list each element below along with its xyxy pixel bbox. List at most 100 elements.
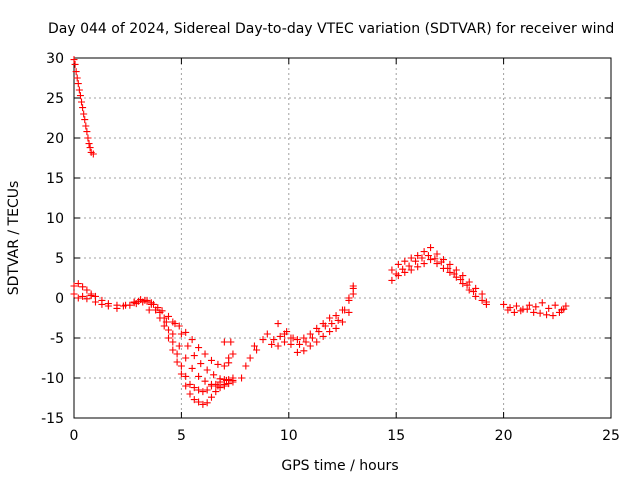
data-point — [388, 276, 396, 284]
y-tick-label: 30 — [46, 51, 64, 67]
grid — [74, 58, 611, 418]
data-point — [199, 400, 207, 408]
data-point — [431, 255, 439, 263]
data-point — [276, 332, 284, 340]
data-point — [195, 372, 203, 380]
data-point — [72, 68, 80, 76]
data-point — [177, 370, 185, 378]
x-tick-label: 15 — [387, 428, 405, 444]
data-point — [229, 374, 237, 382]
data-point — [199, 388, 207, 396]
x-axis-label: GPS time / hours — [281, 458, 398, 474]
y-tick-label: 0 — [55, 291, 64, 307]
x-tick-label: 0 — [70, 428, 79, 444]
data-point — [229, 350, 237, 358]
series-arc-scatter-mid — [220, 336, 267, 382]
data-point — [74, 294, 82, 302]
data-point — [339, 318, 346, 326]
data-point — [300, 347, 308, 355]
data-point — [300, 334, 308, 342]
x-tick-label: 5 — [177, 428, 186, 444]
data-point — [319, 332, 327, 340]
data-point — [188, 364, 196, 372]
data-point — [253, 346, 261, 354]
data-point — [165, 326, 173, 334]
data-point — [137, 296, 145, 304]
data-point — [457, 276, 465, 284]
data-point — [82, 122, 90, 130]
data-point — [214, 382, 222, 390]
data-point — [543, 311, 551, 319]
data-point — [465, 286, 473, 294]
data-point — [158, 307, 166, 315]
data-point — [175, 342, 183, 350]
data-point — [326, 314, 334, 322]
y-tick-label: -10 — [41, 371, 64, 387]
y-tick-label: 5 — [55, 251, 64, 267]
data-point — [399, 265, 407, 273]
data-point — [392, 270, 400, 278]
data-point — [319, 320, 327, 328]
data-point — [328, 320, 336, 328]
data-point — [175, 322, 183, 330]
data-point — [89, 150, 97, 158]
data-point — [197, 360, 205, 368]
data-point — [414, 252, 422, 260]
data-point — [293, 336, 301, 344]
data-point — [220, 362, 228, 370]
series-arc-late — [500, 299, 570, 320]
data-point — [207, 380, 215, 388]
data-point — [190, 352, 198, 360]
data-point — [177, 330, 185, 338]
data-point — [510, 308, 518, 316]
data-point — [184, 342, 192, 350]
data-point — [281, 330, 289, 338]
data-point — [165, 312, 173, 320]
data-point — [186, 380, 194, 388]
data-point — [523, 305, 531, 313]
data-point — [201, 350, 209, 358]
data-point — [87, 290, 95, 298]
data-point — [500, 300, 508, 308]
data-point — [74, 280, 82, 288]
data-point — [212, 388, 220, 396]
data-point — [190, 396, 198, 404]
data-point — [173, 350, 181, 358]
data-point — [525, 301, 533, 309]
data-point — [427, 256, 435, 264]
data-point — [427, 244, 435, 252]
data-point — [169, 330, 177, 338]
data-point — [220, 382, 228, 390]
data-point — [195, 344, 203, 352]
x-tick-label: 10 — [280, 428, 298, 444]
data-point — [104, 300, 112, 308]
data-point — [250, 342, 258, 350]
data-point — [349, 284, 357, 292]
data-point — [246, 354, 254, 362]
data-point — [83, 295, 91, 303]
series-arc-dip-c — [130, 296, 237, 390]
data-point — [188, 336, 196, 344]
data-point — [195, 386, 203, 394]
data-point — [70, 56, 78, 64]
data-point — [79, 292, 87, 300]
data-point — [160, 322, 168, 330]
y-tick-label: -5 — [50, 331, 64, 347]
data-point — [98, 296, 106, 304]
data-point — [394, 260, 402, 268]
data-point — [195, 398, 203, 406]
series-arc-evening-a — [388, 244, 490, 306]
data-point — [345, 308, 353, 316]
data-marks — [70, 56, 570, 408]
data-point — [401, 257, 409, 265]
series-arc-rise-a — [263, 282, 357, 348]
data-point — [450, 270, 458, 278]
data-point — [418, 254, 426, 262]
data-point — [74, 80, 82, 88]
data-point — [308, 334, 316, 342]
x-tick-label: 25 — [602, 428, 620, 444]
data-point — [190, 384, 198, 392]
data-point — [182, 382, 190, 390]
data-point — [459, 280, 467, 288]
data-point — [407, 254, 415, 262]
